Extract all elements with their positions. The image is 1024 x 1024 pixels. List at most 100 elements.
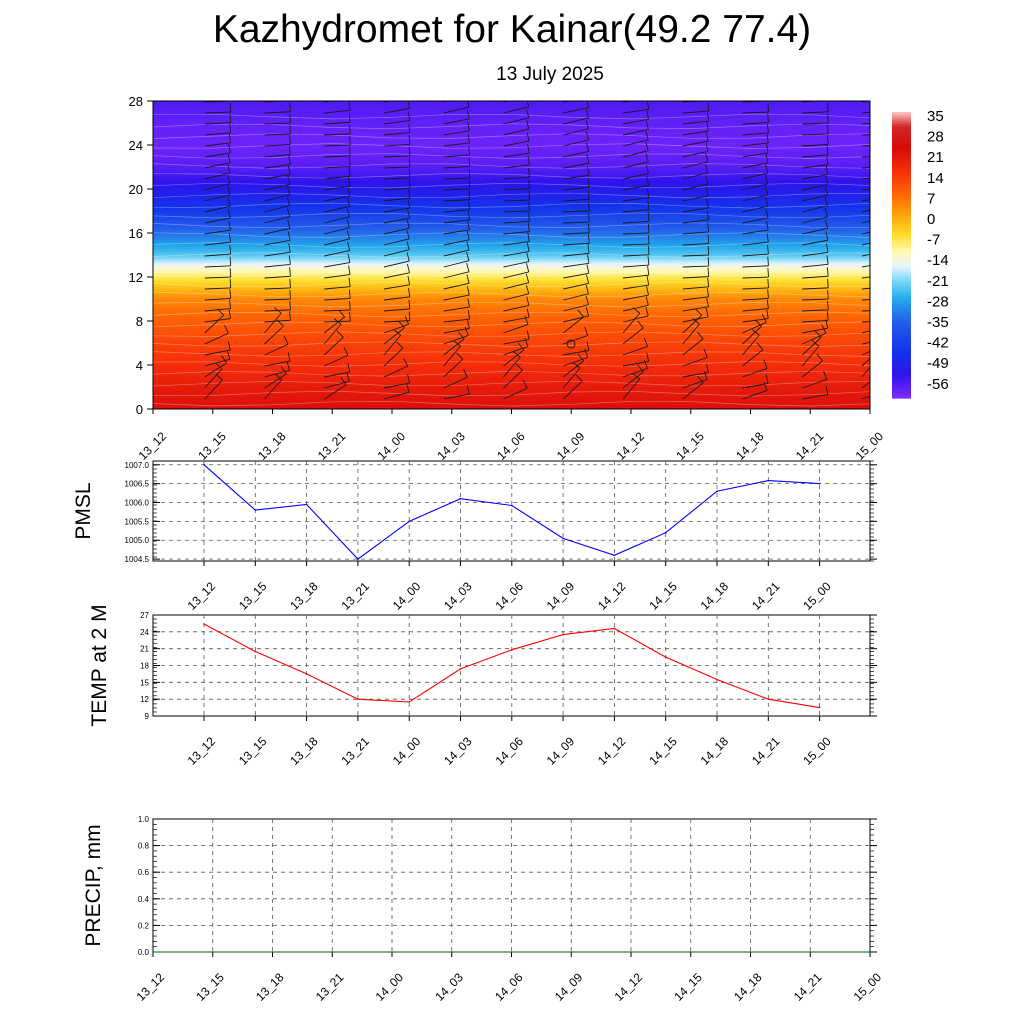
colorbar-swatch: [892, 383, 911, 387]
wind-barb-flag: [825, 219, 829, 229]
data-point: [152, 951, 154, 953]
colorbar-swatch: [892, 214, 911, 218]
wind-barb-flag: [229, 113, 232, 123]
wind-barb: [742, 172, 768, 180]
contour-line: [153, 242, 870, 248]
wind-barb: [563, 252, 590, 257]
x-tick-label: 14_06: [492, 579, 526, 613]
wind-barb-flag: [468, 145, 471, 155]
wind-barb: [742, 321, 767, 334]
wind-barb: [622, 274, 649, 279]
wind-barb-flag: [824, 186, 828, 196]
wind-barb: [861, 199, 870, 202]
wind-barb-flag: [695, 308, 703, 316]
wind-barb-flag: [408, 123, 411, 133]
x-tick-label: 14_12: [612, 970, 646, 1004]
data-point: [357, 698, 359, 700]
wind-barb-flag: [287, 186, 291, 196]
colorbar-swatch: [892, 319, 911, 323]
x-tick-label: 14_06: [494, 429, 528, 463]
wind-barb: [622, 129, 649, 136]
wind-barb-flag: [406, 383, 410, 393]
shading-band: [153, 184, 870, 188]
y-tick-label: 1.0: [138, 815, 150, 824]
wind-barb-flag: [347, 187, 351, 197]
x-tick-label: 14_00: [390, 734, 424, 768]
colorbar-swatch: [892, 283, 911, 287]
shading-band: [153, 134, 870, 137]
wind-barb: [204, 241, 231, 246]
temperature-panel: 9 12 15 18 21 24 27 13_12 13_15 13_18 13_21 14_00 14…: [88, 604, 877, 768]
data-point: [408, 520, 411, 523]
shading-band: [153, 151, 870, 155]
x-tick-label: 14_03: [432, 970, 466, 1004]
wind-barb-flag: [347, 197, 351, 207]
wind-barb-flag: [525, 285, 530, 294]
wind-barb: [503, 152, 530, 158]
wind-barb: [622, 101, 638, 103]
shading-band: [153, 197, 870, 201]
wind-barb: [204, 194, 231, 202]
colorbar-swatch: [892, 266, 911, 270]
wind-barb-flag: [887, 136, 888, 145]
wind-barb: [383, 132, 410, 136]
wind-barb-flag: [528, 212, 530, 222]
shading-band: [153, 400, 870, 403]
shading-band: [153, 338, 870, 342]
wind-barb-flag: [766, 309, 769, 319]
wind-barb: [563, 357, 588, 367]
wind-barb: [264, 239, 291, 246]
contour-line: [153, 341, 870, 347]
wind-barb: [383, 284, 410, 290]
y-tick-label: 12: [140, 695, 149, 704]
wind-barb-flag: [286, 196, 291, 206]
x-tick-label: 13_18: [255, 429, 289, 463]
shading-band: [153, 228, 870, 232]
wind-barb: [861, 134, 870, 136]
wind-barb: [742, 287, 769, 290]
wind-barb: [204, 287, 231, 290]
wind-barb-flag: [947, 147, 948, 156]
shading-band: [153, 224, 870, 227]
shading-band: [153, 114, 870, 117]
wind-barb: [861, 276, 870, 279]
colorbar-swatch: [892, 371, 911, 375]
wind-barb: [742, 318, 769, 323]
wind-barb: [802, 263, 829, 268]
wind-barb-flag: [827, 124, 829, 135]
wind-barb-flag: [825, 165, 829, 175]
shading-band: [153, 389, 870, 392]
contour-line: [153, 113, 870, 120]
wind-barb-flag: [348, 101, 351, 111]
wind-barb-flag: [526, 101, 530, 107]
wind-barb-flag: [707, 267, 710, 277]
x-tick-label: 14_15: [646, 734, 680, 768]
wind-barb: [861, 242, 870, 246]
wind-barb: [204, 297, 231, 301]
wind-barb: [861, 265, 870, 268]
colorbar-swatch: [892, 152, 911, 156]
colorbar-swatch: [892, 245, 911, 249]
wind-barb: [204, 314, 225, 334]
wind-barb: [503, 323, 529, 334]
wind-barb-flag: [647, 200, 650, 210]
wind-barb-flag: [396, 341, 404, 349]
shading-band: [153, 259, 870, 263]
shading-band: [153, 272, 870, 276]
wind-barb: [503, 106, 529, 114]
wind-barb-flag: [221, 355, 227, 364]
wind-barb: [682, 372, 709, 378]
wind-barb-flag: [588, 223, 590, 233]
wind-barb-flag: [708, 92, 709, 101]
wind-barb-flag: [767, 268, 769, 278]
x-tick-label: 13_21: [339, 734, 373, 768]
wind-barb-flag: [468, 190, 471, 200]
colorbar-swatch: [892, 193, 911, 197]
wind-barb: [622, 345, 648, 356]
wind-barb: [802, 287, 829, 290]
colorbar-swatch: [892, 159, 911, 163]
wind-barb-flag: [945, 230, 947, 239]
wind-barb-flag: [346, 372, 350, 382]
wind-barb-flag: [946, 199, 948, 208]
wind-barb: [383, 207, 410, 213]
